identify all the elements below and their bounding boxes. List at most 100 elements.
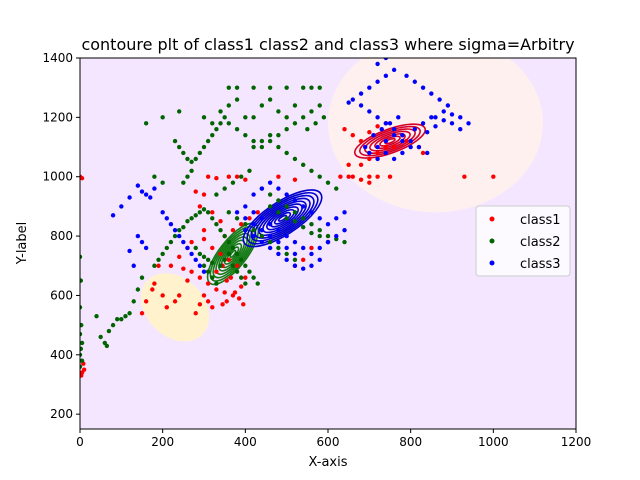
point-class3-11 — [127, 248, 132, 254]
point-class3-81 — [458, 115, 463, 120]
point-class3-93 — [367, 85, 372, 90]
point-class2-160 — [284, 115, 289, 120]
point-class2-103 — [292, 156, 298, 162]
point-class2-123 — [309, 222, 314, 227]
point-class1-62 — [193, 311, 198, 316]
point-class2-66 — [177, 144, 182, 150]
point-class2-72 — [201, 144, 207, 150]
point-class3-65 — [334, 216, 339, 221]
x-tick-label-800: 800 — [399, 435, 422, 449]
point-class2-84 — [276, 132, 281, 138]
point-class2-108 — [334, 186, 339, 191]
point-class2-158 — [267, 97, 273, 102]
point-class1-30 — [234, 263, 240, 268]
region-2 — [328, 58, 543, 213]
point-class3-82 — [466, 121, 471, 126]
point-class1-19 — [177, 254, 182, 260]
point-class1-68 — [358, 177, 364, 182]
point-class3-44 — [234, 210, 240, 215]
point-class2-59 — [243, 281, 248, 286]
point-class3-56 — [259, 186, 265, 191]
point-class3-47 — [259, 239, 265, 245]
point-class3-24 — [243, 204, 248, 209]
point-class3-1 — [139, 189, 145, 194]
point-class1-57 — [220, 302, 225, 307]
point-class1-79 — [383, 144, 389, 150]
x-tick-label-600: 600 — [317, 435, 340, 449]
point-class2-13 — [104, 343, 110, 349]
point-class2-92 — [301, 85, 306, 90]
point-class1-33 — [210, 245, 215, 251]
legend-marker-class1 — [489, 216, 495, 222]
point-class2-121 — [292, 210, 298, 215]
point-class2-44 — [239, 257, 244, 263]
point-class2-152 — [218, 109, 223, 114]
point-class3-3 — [148, 195, 153, 200]
point-class2-64 — [210, 260, 215, 265]
point-class2-129 — [276, 210, 281, 215]
contour-class2-level-3 — [223, 242, 243, 265]
point-class2-145 — [177, 109, 182, 114]
point-class3-6 — [119, 204, 124, 209]
legend-label-class3: class3 — [520, 257, 561, 272]
point-class2-63 — [205, 257, 211, 263]
point-class3-59 — [284, 192, 289, 197]
point-class3-111 — [420, 121, 426, 126]
point-class2-67 — [181, 150, 186, 156]
point-class1-8 — [226, 174, 231, 179]
y-tick-label-1400: 1400 — [42, 51, 73, 65]
point-class3-112 — [429, 115, 434, 120]
point-class2-3 — [80, 322, 84, 328]
point-class1-36 — [230, 227, 236, 233]
point-class1-66 — [338, 174, 343, 179]
point-class2-100 — [267, 132, 273, 138]
point-class2-55 — [226, 251, 231, 257]
point-class3-77 — [425, 150, 430, 156]
point-class1-6 — [205, 174, 211, 179]
point-class3-46 — [251, 233, 256, 239]
point-class2-125 — [325, 233, 331, 239]
contour-class1-level-7 — [354, 123, 426, 159]
point-class2-162 — [305, 127, 310, 132]
point-class3-33 — [317, 245, 322, 251]
point-class2-134 — [317, 233, 322, 239]
point-class1-65 — [292, 177, 298, 182]
contour-class1-level-6 — [359, 125, 421, 157]
point-class2-39 — [218, 227, 223, 233]
point-class1-34 — [201, 236, 207, 242]
point-class2-68 — [185, 156, 190, 162]
chart-title: contoure plt of class1 class2 and class3… — [81, 35, 574, 54]
point-class2-150 — [201, 115, 207, 120]
point-class2-96 — [234, 85, 240, 90]
point-class1-44 — [160, 293, 165, 298]
point-class2-17 — [119, 316, 124, 322]
point-class3-42 — [284, 245, 289, 251]
point-class2-71 — [197, 150, 203, 156]
point-class3-8 — [135, 233, 141, 239]
point-class2-57 — [234, 269, 240, 274]
point-class2-95 — [251, 85, 256, 90]
point-class2-138 — [243, 222, 248, 227]
point-class2-45 — [243, 263, 248, 268]
point-class1-92 — [367, 180, 372, 185]
point-class3-43 — [292, 251, 298, 257]
point-class1-5 — [81, 367, 87, 372]
point-class1-91 — [350, 174, 355, 179]
contour-class3-level-10 — [242, 189, 323, 248]
y-tick-label-1000: 1000 — [42, 170, 73, 184]
point-class2-20 — [131, 299, 136, 304]
point-class3-53 — [309, 263, 314, 268]
point-class3-35 — [334, 233, 339, 239]
point-class2-87 — [301, 115, 306, 120]
point-class1-24 — [205, 281, 211, 286]
point-class2-164 — [321, 115, 327, 120]
point-class2-132 — [301, 224, 306, 230]
point-class3-62 — [309, 210, 314, 215]
point-class1-12 — [201, 192, 207, 197]
point-class2-1 — [80, 278, 84, 283]
contour-class3-level-2 — [273, 211, 292, 225]
point-class3-51 — [292, 263, 298, 268]
point-class2-161 — [292, 103, 298, 108]
point-class3-9 — [139, 239, 145, 245]
point-class2-133 — [309, 230, 314, 236]
